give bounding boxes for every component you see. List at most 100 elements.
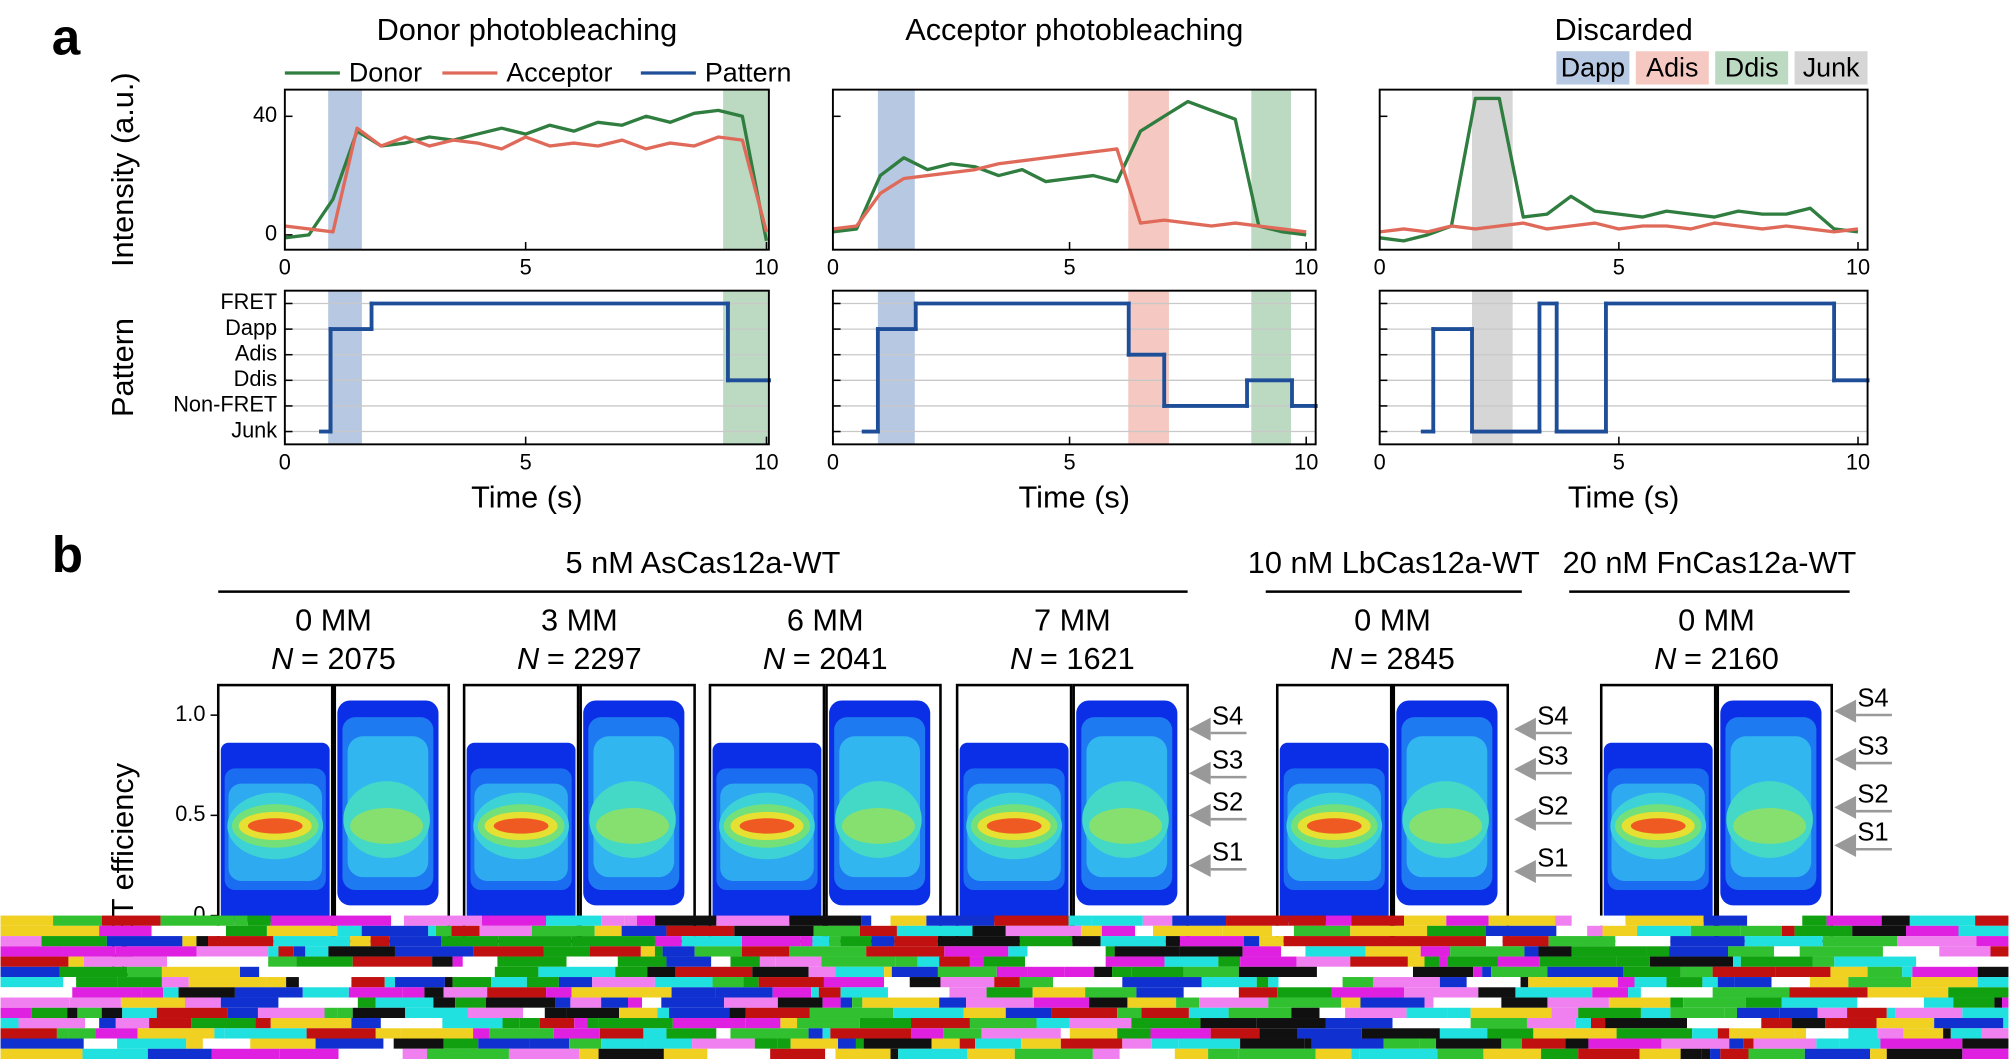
image-artifact (1164, 956, 1219, 967)
image-artifact (1325, 1018, 1393, 1029)
image-artifact (1466, 977, 1521, 988)
image-artifact (1091, 915, 1143, 926)
image-artifact (579, 1048, 599, 1059)
data-line (1379, 221, 1859, 234)
image-artifact (383, 1038, 394, 1049)
image-artifact (601, 915, 625, 926)
x-tick-label: 0 (1374, 255, 1386, 280)
image-artifact (196, 946, 269, 957)
image-artifact (83, 956, 168, 967)
image-artifact (178, 987, 235, 998)
image-artifact (1100, 936, 1166, 947)
image-artifact (1710, 1048, 1721, 1059)
image-artifact (147, 1048, 212, 1059)
image-artifact (789, 946, 867, 957)
image-artifact (917, 956, 940, 967)
density-contour (841, 808, 915, 844)
image-artifact (1259, 1028, 1298, 1039)
image-artifact (1501, 1038, 1522, 1049)
image-artifact (1281, 946, 1306, 957)
image-artifact (871, 915, 891, 926)
image-artifact (1528, 977, 1568, 988)
image-artifact (99, 1018, 116, 1029)
image-artifact (1105, 956, 1165, 967)
image-artifact (1744, 936, 1823, 947)
image-artifact (1172, 915, 1227, 926)
image-artifact (106, 936, 183, 947)
image-artifact (1605, 1018, 1688, 1029)
image-artifact (937, 966, 997, 978)
density-contour (986, 818, 1042, 834)
image-artifact (546, 987, 572, 998)
image-artifact (257, 1007, 325, 1019)
image-artifact (220, 997, 279, 1008)
image-artifact (1319, 1007, 1346, 1019)
image-artifact (1350, 956, 1408, 967)
image-artifact (715, 987, 773, 998)
x-tick-label: 5 (520, 449, 532, 474)
image-artifact (1352, 966, 1413, 978)
legend-label: Junk (1803, 52, 1860, 82)
image-artifact (1669, 946, 1729, 957)
image-artifact (1101, 925, 1136, 937)
image-artifact (949, 987, 987, 998)
image-artifact (473, 946, 544, 957)
count-symbol: N (271, 641, 294, 676)
condition-count: N = 2041 (763, 641, 888, 676)
image-artifact (1021, 1038, 1061, 1049)
image-artifact (754, 1038, 778, 1049)
image-artifact (1897, 936, 1977, 947)
image-artifact (681, 936, 742, 947)
image-artifact (27, 925, 100, 937)
image-artifact (1616, 1028, 1693, 1039)
image-artifact (1478, 987, 1516, 998)
image-artifact (1122, 977, 1202, 988)
image-artifact (394, 977, 445, 988)
image-artifact (56, 1028, 69, 1039)
image-artifact (1548, 936, 1616, 947)
image-artifact (441, 936, 499, 947)
image-artifact (712, 977, 744, 988)
image-artifact (1551, 1007, 1579, 1019)
image-artifact (1809, 977, 1849, 988)
image-artifact (268, 956, 297, 967)
image-artifact (829, 936, 841, 947)
image-artifact (1622, 966, 1681, 978)
image-artifact (1112, 966, 1132, 978)
image-artifact (1005, 925, 1082, 937)
image-artifact (1482, 966, 1492, 978)
image-artifact (1094, 966, 1113, 978)
image-artifact (1005, 1007, 1052, 1019)
image-artifact (861, 915, 872, 926)
image-artifact (1135, 925, 1154, 937)
state-arrow (1514, 807, 1536, 831)
image-artifact (1407, 956, 1425, 967)
x-axis-label: Time (s) (1019, 480, 1130, 515)
image-artifact (1703, 915, 1748, 926)
image-artifact (1839, 1038, 1881, 1049)
data-line (832, 99, 1307, 237)
image-artifact (391, 915, 404, 926)
image-artifact (1242, 946, 1282, 957)
image-artifact (479, 925, 532, 937)
image-artifact (403, 915, 483, 926)
image-artifact (1712, 966, 1776, 978)
image-artifact (196, 936, 209, 947)
image-artifact (1222, 925, 1273, 937)
image-artifact (645, 1038, 693, 1049)
condition-count: N = 2845 (1330, 641, 1455, 676)
image-artifact (1950, 1028, 1982, 1039)
image-artifact (840, 997, 853, 1008)
image-artifact (0, 997, 70, 1008)
image-artifact (122, 1007, 157, 1019)
image-artifact (1779, 1007, 1818, 1019)
image-artifact (1702, 977, 1718, 988)
image-artifact (68, 1028, 96, 1039)
image-artifact (309, 966, 346, 978)
count-text: = 1621 (1040, 641, 1135, 676)
image-artifact (384, 977, 395, 988)
image-artifact (280, 936, 351, 947)
image-artifact (1131, 1018, 1201, 1029)
image-artifact (1208, 1048, 1239, 1059)
image-artifact (1977, 977, 2009, 988)
